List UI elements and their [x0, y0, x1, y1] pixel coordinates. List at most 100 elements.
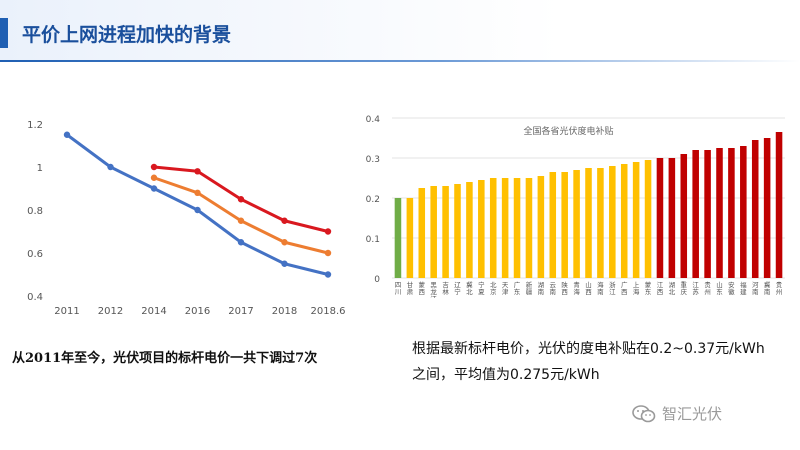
x-tick-char: 江	[692, 281, 699, 289]
x-tick-char: 四	[395, 281, 402, 289]
x-tick-label: 天津	[502, 281, 509, 296]
bar	[454, 184, 461, 278]
x-tick-char: 湖	[669, 280, 676, 289]
x-tick-label: 蒙西	[419, 280, 426, 296]
bar	[656, 158, 664, 278]
x-tick-char: 疆	[526, 288, 533, 296]
x-tick-label: 山西	[585, 280, 592, 296]
data-point	[281, 260, 288, 267]
data-point	[281, 217, 288, 224]
data-point	[237, 239, 245, 246]
y-tick-label: 0.6	[27, 249, 43, 260]
header-bar	[0, 0, 800, 62]
bar	[704, 150, 711, 278]
x-tick-char: 蒙	[419, 280, 426, 289]
x-tick-label: 海南	[597, 280, 604, 296]
x-tick-char: 北	[490, 281, 497, 289]
y-tick-label: 0.2	[366, 195, 380, 205]
x-tick-char: 陕	[561, 280, 568, 289]
price-line-chart: 0.4 0.6 0.8 1 1.2 2011 2012 2014 2016 2017 2018 201…	[27, 120, 345, 317]
bar	[537, 176, 545, 278]
x-tick-label: 重庆	[681, 281, 688, 296]
x-tick-label: 山东	[716, 280, 723, 296]
x-tick-char: 江	[430, 295, 437, 298]
x-tick-label: 云南	[550, 281, 557, 296]
x-tick-char: 京	[490, 287, 497, 296]
x-tick-label: 江西	[657, 281, 664, 296]
x-tick-char: 西	[621, 288, 628, 296]
bar	[728, 148, 735, 278]
x-tick-label: 冀南	[764, 280, 771, 296]
x-tick-char: 新	[526, 280, 533, 289]
bar	[489, 178, 497, 278]
x-tick-label: 2012	[98, 306, 123, 317]
x-tick-label: 湖北	[669, 280, 676, 296]
x-tick-label: 四川	[395, 281, 402, 296]
x-tick-char: 贵	[704, 280, 711, 289]
x-tick-char: 辽	[454, 281, 461, 289]
x-tick-char: 南	[550, 287, 557, 296]
x-tick-char: 徽	[728, 287, 735, 296]
x-tick-char: 东	[716, 287, 723, 296]
x-tick-char: 建	[740, 287, 747, 296]
x-tick-label: 福建	[740, 280, 747, 296]
bar	[501, 178, 509, 278]
data-point	[107, 163, 114, 171]
y-tick-label: 1.2	[27, 120, 43, 131]
x-tick-label: 北京	[490, 281, 497, 296]
x-tick-label: 2014	[141, 306, 166, 317]
x-tick-char: 庆	[681, 287, 688, 296]
x-tick-char: 贵	[776, 280, 783, 289]
bar	[620, 164, 628, 278]
right-caption: 根据最新标杆电价，光伏的度电补贴在0.2~0.37元/kWh之间，平均值为0.2…	[412, 341, 765, 383]
x-tick-label: 冀北	[466, 280, 473, 296]
data-point	[63, 131, 71, 138]
wechat-icon	[632, 404, 656, 422]
x-tick-char: 河	[752, 281, 759, 289]
x-tick-char: 北	[466, 288, 473, 296]
bar	[561, 172, 568, 278]
x-tick-char: 海	[573, 287, 580, 296]
x-tick-char: 川	[395, 288, 402, 296]
data-point	[150, 163, 158, 171]
x-tick-label: 广东	[514, 280, 521, 296]
data-point	[150, 185, 158, 192]
bar	[406, 198, 414, 278]
data-point	[324, 249, 332, 257]
x-tick-char: 云	[550, 281, 557, 289]
x-tick-label: 浙江	[609, 280, 616, 296]
x-tick-label: 黑龙江	[430, 281, 437, 298]
bar	[609, 166, 616, 278]
x-tick-char: 州	[776, 288, 783, 296]
header-rule	[0, 60, 800, 62]
data-point	[194, 189, 201, 196]
x-tick-char: 津	[502, 288, 509, 296]
y-tick-label: 0	[374, 275, 380, 285]
data-point	[324, 271, 332, 278]
x-tick-label: 新疆	[526, 280, 533, 296]
bar	[585, 168, 592, 278]
x-tick-char: 上	[633, 280, 640, 289]
x-tick-label: 陕西	[561, 280, 568, 296]
x-tick-char: 肃	[407, 287, 414, 296]
y-tick-label: 0.3	[366, 155, 380, 165]
bar	[692, 150, 699, 278]
x-tick-char: 吉	[442, 281, 449, 289]
data-point	[194, 168, 201, 175]
x-tick-label: 吉林	[442, 281, 449, 296]
x-tick-char: 甘	[407, 280, 414, 289]
x-tick-char: 东	[645, 287, 652, 296]
bar	[751, 140, 759, 278]
x-tick-label: 上海	[633, 280, 640, 296]
series-line	[66, 133, 329, 276]
bar	[430, 186, 437, 278]
x-tick-char: 西	[585, 288, 592, 296]
bar	[668, 158, 676, 278]
x-tick-char: 湖	[538, 280, 545, 289]
y-tick-label: 0.8	[27, 206, 43, 217]
x-tick-char: 海	[633, 287, 640, 296]
x-tick-char: 南	[597, 287, 604, 296]
x-tick-label: 辽宁	[454, 281, 461, 296]
x-tick-char: 西	[419, 288, 426, 296]
title-accent	[0, 18, 8, 48]
